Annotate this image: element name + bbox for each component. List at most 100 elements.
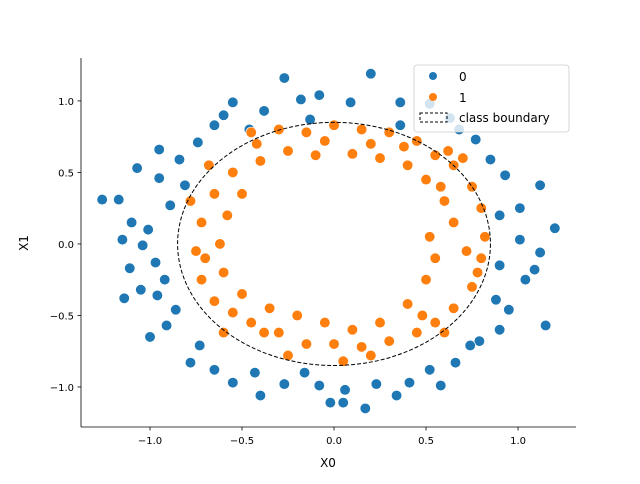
point-class-1 — [319, 135, 331, 147]
point-class-0 — [227, 96, 239, 108]
legend-label-boundary: class boundary — [459, 111, 550, 125]
y-tick-label: 1.0 — [58, 97, 74, 108]
x-ticks: −1.0 −0.5 0.0 0.5 1.0 — [138, 427, 526, 447]
x-tick-label: 1.0 — [510, 436, 526, 447]
point-class-1 — [365, 349, 377, 362]
point-class-1 — [420, 274, 432, 286]
point-class-1 — [309, 149, 322, 161]
point-class-1 — [365, 138, 377, 150]
point-class-0 — [519, 274, 532, 286]
point-class-1 — [420, 173, 432, 186]
point-class-1 — [328, 119, 340, 131]
point-class-1 — [429, 252, 441, 264]
point-class-0 — [514, 233, 526, 246]
point-class-0 — [159, 274, 171, 286]
point-class-1 — [466, 181, 478, 193]
point-class-0 — [179, 179, 191, 191]
point-class-0 — [370, 378, 382, 390]
legend: 0 1 class boundary — [413, 64, 570, 133]
point-class-1 — [471, 266, 484, 279]
point-class-0 — [503, 304, 515, 316]
point-class-0 — [490, 294, 502, 306]
point-class-1 — [466, 281, 478, 293]
point-class-0 — [249, 367, 261, 379]
point-class-1 — [214, 238, 226, 250]
point-class-0 — [403, 377, 416, 389]
point-class-1 — [227, 306, 239, 319]
point-class-0 — [208, 119, 221, 131]
point-class-1 — [411, 326, 423, 339]
point-class-0 — [493, 259, 506, 272]
point-class-0 — [339, 384, 351, 396]
point-class-0 — [470, 133, 482, 146]
legend-marker-boundary — [419, 112, 448, 123]
point-class-0 — [144, 331, 156, 343]
point-class-1 — [291, 309, 303, 322]
legend-frame — [413, 64, 570, 133]
point-class-0 — [464, 339, 476, 352]
point-class-1 — [457, 152, 469, 164]
point-class-1 — [203, 159, 215, 171]
point-class-0 — [217, 109, 230, 121]
y-axis-label: X1 — [17, 235, 31, 251]
point-class-1 — [328, 338, 340, 350]
x-tick-label: −0.5 — [230, 436, 254, 447]
point-class-1 — [245, 126, 257, 139]
point-class-0 — [258, 105, 270, 117]
point-class-1 — [435, 181, 447, 193]
point-class-0 — [124, 262, 136, 274]
legend-marker-1 — [429, 93, 437, 101]
point-class-1 — [401, 298, 414, 310]
point-class-1 — [374, 316, 386, 329]
point-class-0 — [136, 239, 149, 252]
point-class-0 — [125, 216, 138, 229]
point-class-1 — [438, 326, 451, 339]
point-class-1 — [337, 355, 349, 367]
point-class-1 — [236, 188, 248, 200]
point-class-1 — [273, 123, 285, 136]
point-class-0 — [394, 96, 406, 108]
legend-marker-0 — [429, 72, 437, 80]
point-class-0 — [116, 233, 129, 246]
x-tick-label: −1.0 — [138, 436, 162, 447]
point-class-1 — [447, 216, 460, 229]
point-class-1 — [236, 288, 248, 300]
point-class-0 — [534, 246, 546, 259]
x-tick-label: 0.0 — [326, 436, 342, 447]
point-class-1 — [282, 145, 294, 157]
point-class-0 — [118, 292, 130, 304]
point-class-1 — [184, 195, 197, 207]
point-class-1 — [355, 341, 368, 353]
point-class-0 — [484, 153, 497, 166]
point-class-1 — [475, 252, 487, 264]
y-tick-label: 0.0 — [58, 240, 74, 251]
point-class-1 — [245, 316, 257, 329]
point-class-1 — [374, 152, 386, 164]
point-class-1 — [460, 245, 473, 257]
point-class-1 — [273, 326, 285, 339]
points-layer — [96, 68, 561, 415]
point-class-0 — [160, 319, 173, 332]
point-class-1 — [208, 188, 221, 200]
legend-label-0: 0 — [459, 70, 467, 84]
point-class-1 — [383, 335, 395, 347]
point-class-0 — [192, 136, 204, 149]
point-class-0 — [435, 379, 447, 392]
y-tick-label: −0.5 — [50, 311, 74, 322]
point-class-0 — [304, 113, 316, 126]
point-class-0 — [295, 93, 307, 106]
point-class-1 — [411, 135, 423, 147]
point-class-0 — [208, 364, 221, 376]
point-class-0 — [173, 153, 186, 166]
y-tick-label: −1.0 — [50, 383, 74, 394]
y-tick-label: 0.5 — [58, 168, 74, 179]
point-class-1 — [442, 145, 454, 157]
point-class-1 — [438, 195, 451, 207]
point-class-1 — [300, 126, 313, 139]
point-class-1 — [190, 245, 202, 257]
x-tick-label: 0.5 — [418, 436, 434, 447]
point-class-1 — [346, 324, 359, 336]
point-class-0 — [394, 119, 406, 131]
point-class-0 — [131, 162, 143, 174]
x-axis-label: X0 — [320, 456, 336, 470]
